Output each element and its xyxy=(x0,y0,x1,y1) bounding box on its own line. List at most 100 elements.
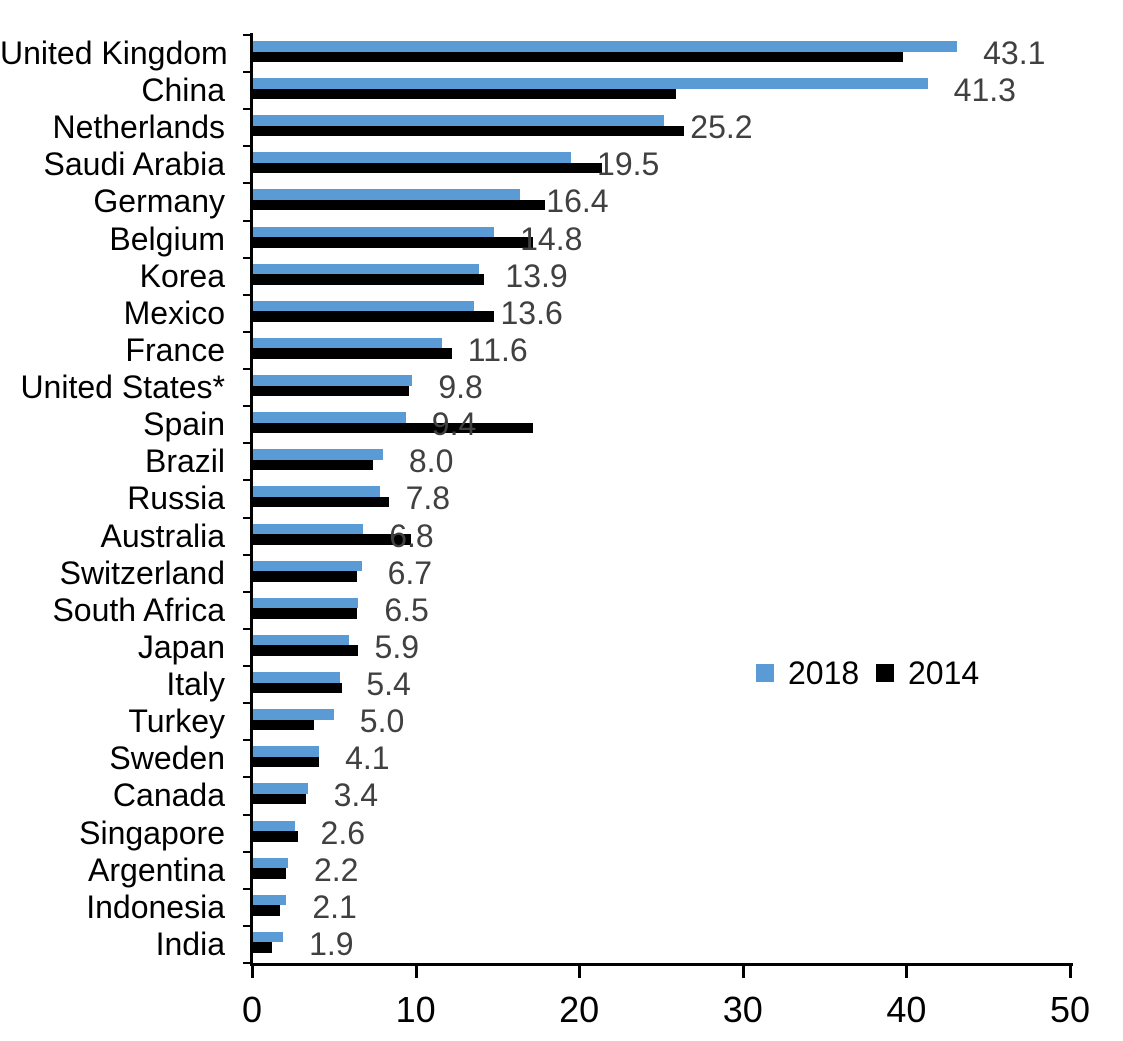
category-label-brazil: Brazil xyxy=(144,443,225,480)
x-tick-0 xyxy=(251,963,254,978)
bar-2014-turkey xyxy=(252,719,315,731)
category-tick xyxy=(243,71,250,74)
category-tick xyxy=(243,553,250,556)
x-tick-label-50: 50 xyxy=(1049,989,1091,1030)
category-tick xyxy=(243,590,250,593)
category-tick xyxy=(243,665,250,668)
category-tick xyxy=(243,776,250,779)
bar-2014-korea xyxy=(252,274,485,285)
category-tick xyxy=(243,850,250,853)
bar-2018-mexico xyxy=(252,300,475,312)
bar-2014-sweden xyxy=(252,756,320,768)
x-tick-50 xyxy=(1069,963,1072,978)
category-label-indonesia: Indonesia xyxy=(86,888,225,925)
bar-2018-sweden xyxy=(252,746,320,757)
category-label-netherlands: Netherlands xyxy=(52,109,225,146)
category-label-china: China xyxy=(141,72,225,109)
category-tick xyxy=(243,108,250,111)
category-label-belgium: Belgium xyxy=(109,220,225,257)
category-label-argentina: Argentina xyxy=(88,851,225,888)
x-tick-40 xyxy=(905,963,909,978)
category-tick xyxy=(243,887,250,890)
bar-2014-argentina xyxy=(252,868,287,879)
category-tick xyxy=(243,256,250,259)
value-label-korea: 13.9 xyxy=(505,257,568,294)
x-tick-label-0: 0 xyxy=(241,989,263,1030)
value-label-united-states: 9.8 xyxy=(438,369,483,406)
value-label-indonesia: 2.1 xyxy=(312,888,357,925)
bar-2014-brazil xyxy=(252,459,374,471)
category-tick xyxy=(243,34,250,36)
x-tick-label-30: 30 xyxy=(722,989,763,1030)
category-label-spain: Spain xyxy=(143,406,225,443)
category-label-united-kingdom: United Kingdom xyxy=(0,35,228,71)
category-tick xyxy=(243,516,250,519)
category-label-canada: Canada xyxy=(112,777,225,814)
x-tick-label-40: 40 xyxy=(886,989,927,1030)
bar-2018-united-kingdom xyxy=(252,41,958,52)
bar-2018-france xyxy=(252,337,442,349)
category-label-united-states: United States* xyxy=(20,369,225,406)
value-label-china: 41.3 xyxy=(953,72,1016,109)
bar-2014-japan xyxy=(252,645,359,656)
bar-2014-russia xyxy=(252,496,390,508)
category-label-germany: Germany xyxy=(93,183,225,220)
x-axis-line xyxy=(250,963,1073,966)
bar-2014-singapore xyxy=(252,831,298,842)
value-label-australia: 6.8 xyxy=(389,517,434,554)
bar-2018-italy xyxy=(252,672,341,683)
bar-2018-brazil xyxy=(252,449,383,460)
category-label-russia: Russia xyxy=(127,480,225,517)
value-label-brazil: 8.0 xyxy=(408,443,454,480)
category-label-korea: Korea xyxy=(139,257,225,294)
category-tick xyxy=(243,739,250,742)
bar-2014-indonesia xyxy=(252,905,280,916)
bar-2018-south-africa xyxy=(252,597,359,609)
bar-2018-china xyxy=(252,78,928,89)
category-tick xyxy=(243,924,250,927)
bar-2018-switzerland xyxy=(252,560,362,572)
value-label-mexico: 13.6 xyxy=(500,294,563,331)
bar-2014-mexico xyxy=(252,311,495,322)
category-label-mexico: Mexico xyxy=(123,294,225,331)
bar-2018-australia xyxy=(252,523,364,535)
bar-2014-germany xyxy=(252,199,545,211)
x-tick-20 xyxy=(578,963,582,978)
bar-2018-united-states xyxy=(252,375,413,386)
value-label-united-kingdom: 43.1 xyxy=(983,35,1046,71)
value-label-sweden: 4.1 xyxy=(345,740,390,777)
bar-2014-belgium xyxy=(252,237,534,248)
bar-2014-united-kingdom xyxy=(252,51,904,62)
bar-2018-singapore xyxy=(252,820,295,832)
legend: 2018 2014 xyxy=(0,655,1123,691)
value-label-france: 11.6 xyxy=(467,331,528,368)
value-label-japan: 5.9 xyxy=(374,628,419,665)
category-label-sweden: Sweden xyxy=(109,740,225,777)
y-axis-line xyxy=(250,33,253,966)
bar-2014-australia xyxy=(252,534,411,545)
x-tick-30 xyxy=(741,963,745,978)
category-label-australia: Australia xyxy=(100,517,226,554)
value-label-italy: 5.4 xyxy=(366,666,411,703)
bar-2014-india xyxy=(252,942,272,953)
bar-2018-turkey xyxy=(252,709,334,720)
category-tick xyxy=(243,627,250,630)
bar-2018-saudi-arabia xyxy=(252,152,572,163)
category-tick xyxy=(243,145,250,148)
category-label-france: France xyxy=(125,331,225,368)
category-label-india: India xyxy=(155,925,225,962)
category-tick xyxy=(243,182,250,185)
value-label-spain: 9.4 xyxy=(431,406,477,443)
bar-2018-japan xyxy=(252,634,349,646)
category-tick xyxy=(243,813,250,816)
bar-2018-netherlands xyxy=(252,115,665,126)
x-tick-10 xyxy=(414,963,418,978)
value-label-belgium: 14.8 xyxy=(520,220,583,257)
value-label-argentina: 2.2 xyxy=(313,851,359,888)
value-label-saudi-arabia: 19.5 xyxy=(597,146,660,183)
value-label-south-africa: 6.5 xyxy=(384,591,429,628)
legend-swatch-2014 xyxy=(876,664,894,682)
bar-2014-netherlands xyxy=(252,125,684,137)
value-label-germany: 16.4 xyxy=(546,183,609,220)
